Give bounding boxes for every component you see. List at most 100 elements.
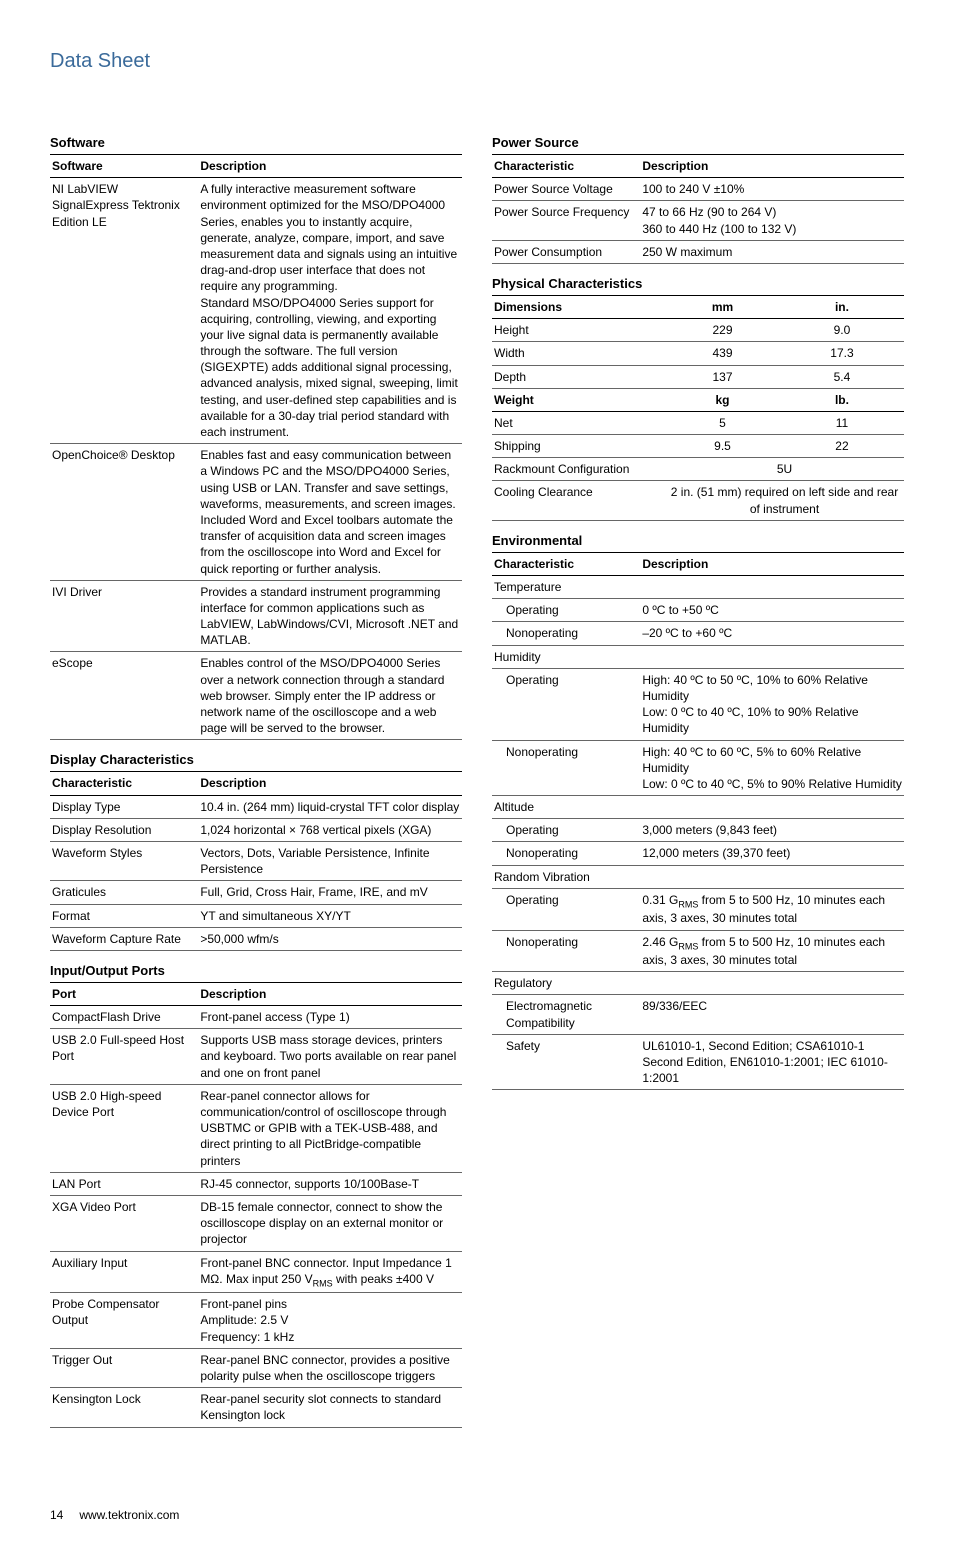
env-title: Environmental bbox=[492, 533, 904, 548]
cell: NI LabVIEW SignalExpress Tektronix Editi… bbox=[50, 178, 198, 444]
cell: Waveform Capture Rate bbox=[50, 927, 198, 950]
cell: Nonoperating bbox=[492, 930, 640, 972]
table-row: Temperature bbox=[492, 576, 904, 599]
th: Weight bbox=[492, 388, 665, 411]
cell: Trigger Out bbox=[50, 1348, 198, 1387]
th: Description bbox=[198, 982, 462, 1005]
th: Characteristic bbox=[50, 772, 198, 795]
cell: YT and simultaneous XY/YT bbox=[198, 904, 462, 927]
cell: 89/336/EEC bbox=[640, 995, 904, 1034]
table-row: Kensington Lock Rear-panel security slot… bbox=[50, 1388, 462, 1427]
cell: 250 W maximum bbox=[640, 240, 904, 263]
table-row: Display Type 10.4 in. (264 mm) liquid-cr… bbox=[50, 795, 462, 818]
physical-title: Physical Characteristics bbox=[492, 276, 904, 291]
table-row: Electromagnetic Compatibility 89/336/EEC bbox=[492, 995, 904, 1034]
table-row: USB 2.0 Full-speed Host Port Supports US… bbox=[50, 1029, 462, 1085]
th: Software bbox=[50, 155, 198, 178]
table-row: XGA Video Port DB-15 female connector, c… bbox=[50, 1195, 462, 1251]
table-row: Net 5 11 bbox=[492, 411, 904, 434]
table-row: Waveform Capture Rate >50,000 wfm/s bbox=[50, 927, 462, 950]
table-row: Nonoperating High: 40 ºC to 60 ºC, 5% to… bbox=[492, 740, 904, 796]
cell: Height bbox=[492, 319, 665, 342]
cell: Humidity bbox=[492, 645, 640, 668]
cell: Net bbox=[492, 411, 665, 434]
table-row: Display Resolution 1,024 horizontal × 76… bbox=[50, 818, 462, 841]
cell: Nonoperating bbox=[492, 842, 640, 865]
cell: 137 bbox=[665, 365, 780, 388]
th: Port bbox=[50, 982, 198, 1005]
cell: 3,000 meters (9,843 feet) bbox=[640, 819, 904, 842]
physical-wt-body: Net 5 11 Shipping 9.5 22 bbox=[492, 411, 904, 457]
cell: 5U bbox=[665, 458, 904, 481]
power-table: Characteristic Description Power Source … bbox=[492, 154, 904, 264]
cell: Shipping bbox=[492, 435, 665, 458]
cell: High: 40 ºC to 50 ºC, 10% to 60% Relativ… bbox=[640, 668, 904, 740]
cell: Temperature bbox=[492, 576, 640, 599]
table-row: eScope Enables control of the MSO/DPO400… bbox=[50, 652, 462, 740]
cell: Operating bbox=[492, 819, 640, 842]
content-columns: Software Software Description NI LabVIEW… bbox=[50, 123, 904, 1428]
display-title: Display Characteristics bbox=[50, 752, 462, 767]
cell: Power Source Frequency bbox=[492, 201, 640, 240]
io-table: Port Description CompactFlash Drive Fron… bbox=[50, 982, 462, 1428]
cell: 9.0 bbox=[780, 319, 904, 342]
cell: Graticules bbox=[50, 881, 198, 904]
cell: Provides a standard instrument programmi… bbox=[198, 580, 462, 652]
cell: Front-panel BNC connector. Input Impedan… bbox=[198, 1251, 462, 1293]
cell: Front-panel access (Type 1) bbox=[198, 1006, 462, 1029]
right-column: Power Source Characteristic Description … bbox=[492, 123, 904, 1428]
cell: Safety bbox=[492, 1034, 640, 1090]
cell: LAN Port bbox=[50, 1172, 198, 1195]
cell: Display Resolution bbox=[50, 818, 198, 841]
cell: High: 40 ºC to 60 ºC, 5% to 60% Relative… bbox=[640, 740, 904, 796]
cell: Operating bbox=[492, 668, 640, 740]
weight-header-row: Weight kg lb. bbox=[492, 388, 904, 411]
left-column: Software Software Description NI LabVIEW… bbox=[50, 123, 462, 1428]
cell: 0 ºC to +50 ºC bbox=[640, 599, 904, 622]
cell: CompactFlash Drive bbox=[50, 1006, 198, 1029]
cell: XGA Video Port bbox=[50, 1195, 198, 1251]
table-row: IVI Driver Provides a standard instrumen… bbox=[50, 580, 462, 652]
cell: UL61010-1, Second Edition; CSA61010-1 Se… bbox=[640, 1034, 904, 1090]
cell: 47 to 66 Hz (90 to 264 V)360 to 440 Hz (… bbox=[640, 201, 904, 240]
table-row: USB 2.0 High-speed Device Port Rear-pane… bbox=[50, 1084, 462, 1172]
cell: DB-15 female connector, connect to show … bbox=[198, 1195, 462, 1251]
th: in. bbox=[780, 295, 904, 318]
env-table: Characteristic Description Temperature O… bbox=[492, 552, 904, 1091]
cell: A fully interactive measurement software… bbox=[198, 178, 462, 444]
cell: Altitude bbox=[492, 796, 640, 819]
table-row: Operating 0.31 GRMS from 5 to 500 Hz, 10… bbox=[492, 888, 904, 930]
power-title: Power Source bbox=[492, 135, 904, 150]
cell: 9.5 bbox=[665, 435, 780, 458]
table-row: Random Vibration bbox=[492, 865, 904, 888]
table-row: OpenChoice® Desktop Enables fast and eas… bbox=[50, 444, 462, 581]
cell: Probe Compensator Output bbox=[50, 1293, 198, 1349]
cell: Regulatory bbox=[492, 972, 640, 995]
table-row: Shipping 9.5 22 bbox=[492, 435, 904, 458]
cell: USB 2.0 Full-speed Host Port bbox=[50, 1029, 198, 1085]
table-row: Power Source Frequency 47 to 66 Hz (90 t… bbox=[492, 201, 904, 240]
cell bbox=[640, 645, 904, 668]
cell: Electromagnetic Compatibility bbox=[492, 995, 640, 1034]
software-title: Software bbox=[50, 135, 462, 150]
cell: 5.4 bbox=[780, 365, 904, 388]
table-row: Safety UL61010-1, Second Edition; CSA610… bbox=[492, 1034, 904, 1090]
cell: Rear-panel security slot connects to sta… bbox=[198, 1388, 462, 1427]
footer-url: www.tektronix.com bbox=[79, 1508, 179, 1522]
table-row: Humidity bbox=[492, 645, 904, 668]
th: Characteristic bbox=[492, 155, 640, 178]
cell: IVI Driver bbox=[50, 580, 198, 652]
cell: Rackmount Configuration bbox=[492, 458, 665, 481]
cell: Full, Grid, Cross Hair, Frame, IRE, and … bbox=[198, 881, 462, 904]
table-row: Probe Compensator Output Front-panel pin… bbox=[50, 1293, 462, 1349]
table-row: Regulatory bbox=[492, 972, 904, 995]
cell: USB 2.0 High-speed Device Port bbox=[50, 1084, 198, 1172]
cell: Auxiliary Input bbox=[50, 1251, 198, 1293]
table-row: Auxiliary Input Front-panel BNC connecto… bbox=[50, 1251, 462, 1293]
page-title: Data Sheet bbox=[50, 50, 904, 73]
cell: 2 in. (51 mm) required on left side and … bbox=[665, 481, 904, 520]
cell: 5 bbox=[665, 411, 780, 434]
cell: 1,024 horizontal × 768 vertical pixels (… bbox=[198, 818, 462, 841]
table-row: Operating High: 40 ºC to 50 ºC, 10% to 6… bbox=[492, 668, 904, 740]
cell: RJ-45 connector, supports 10/100Base-T bbox=[198, 1172, 462, 1195]
